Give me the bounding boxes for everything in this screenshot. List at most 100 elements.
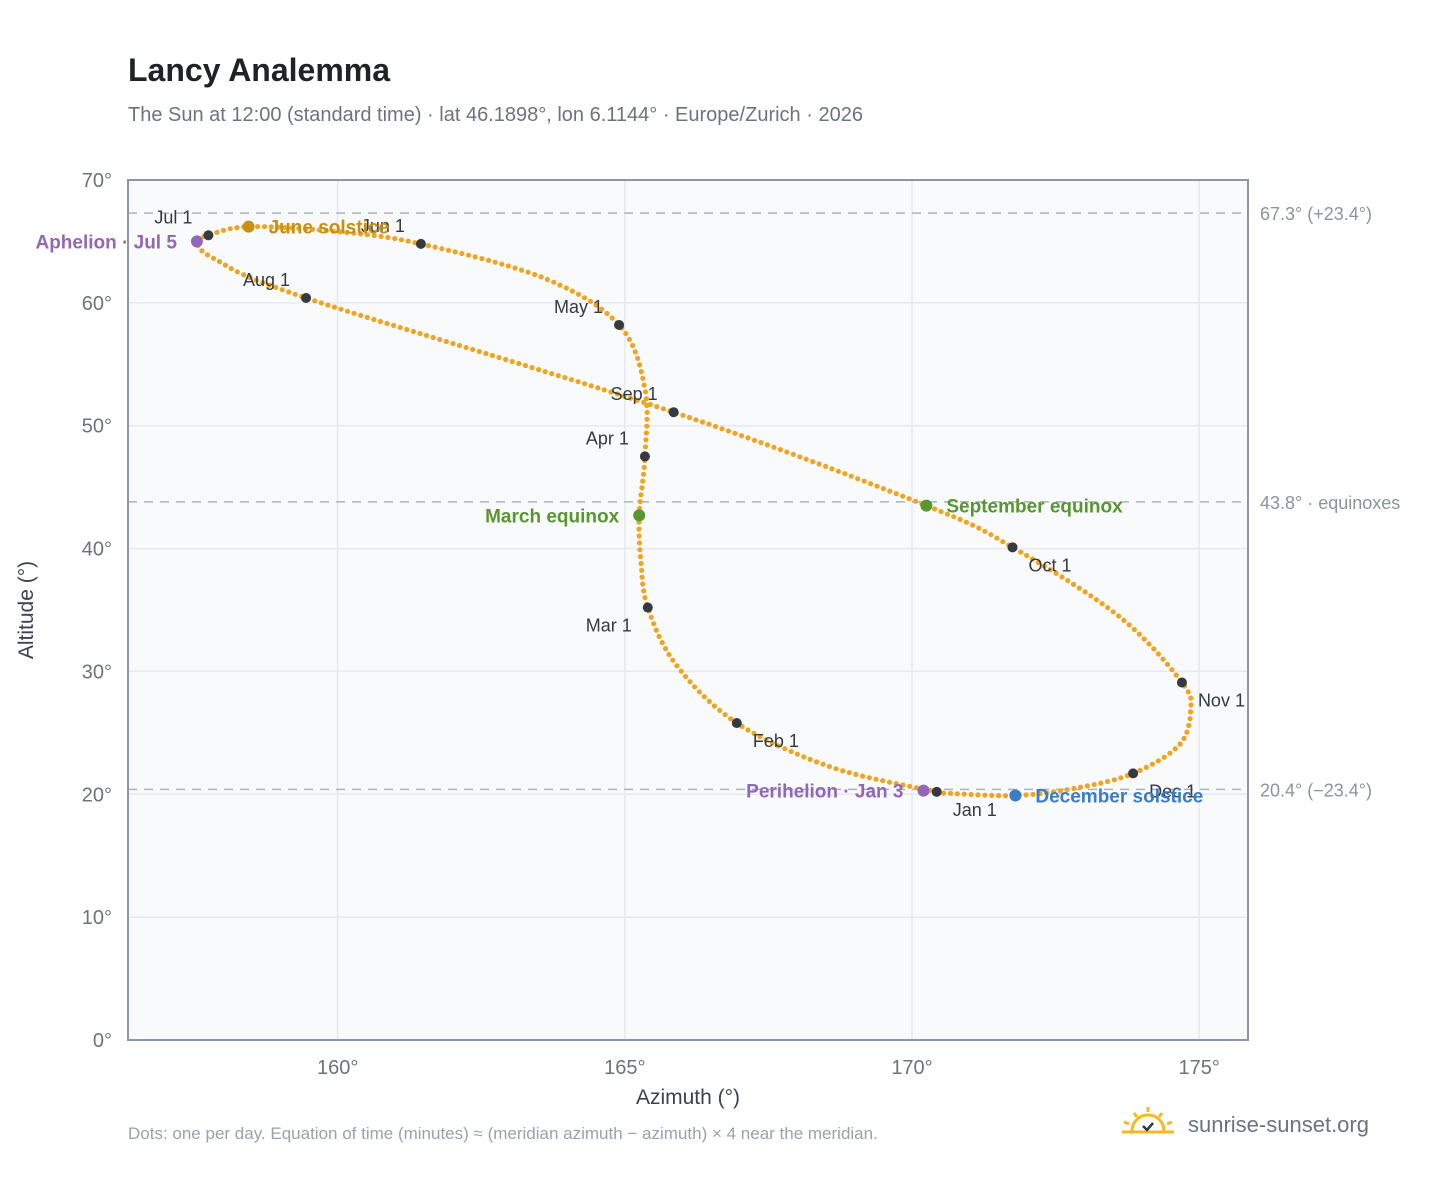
y-tick-label: 10° (82, 907, 112, 929)
daily-dot (1151, 646, 1157, 652)
month-marker (203, 230, 214, 241)
daily-dot (912, 498, 919, 504)
daily-dot (331, 304, 337, 310)
daily-dot (1076, 585, 1082, 591)
daily-dot (1091, 781, 1097, 788)
daily-dot (562, 375, 568, 381)
daily-dot (582, 381, 588, 387)
daily-dot (614, 391, 621, 397)
daily-dot (599, 306, 605, 312)
daily-dot (1110, 609, 1116, 615)
daily-dot (637, 499, 643, 505)
daily-dot (351, 230, 357, 236)
daily-dot (253, 277, 259, 283)
daily-dot (268, 224, 274, 230)
daily-dot (1064, 787, 1070, 793)
daily-dot (803, 456, 809, 462)
daily-dot (797, 454, 803, 460)
daily-dot (643, 396, 650, 402)
daily-dot (563, 285, 569, 291)
chart-subtitle: The Sun at 12:00 (standard time) · lat 4… (128, 104, 863, 126)
month-marker (931, 786, 942, 797)
daily-dot (1084, 783, 1090, 789)
daily-dot (522, 362, 529, 369)
daily-dot (989, 792, 995, 799)
daily-dot (636, 526, 642, 532)
daily-dot (855, 476, 861, 482)
month-label: Apr 1 (586, 428, 629, 448)
daily-dot (1181, 735, 1187, 742)
month-label: Feb 1 (753, 731, 799, 751)
daily-dot (601, 387, 607, 393)
daily-dot (654, 404, 660, 410)
daily-dot (722, 712, 728, 718)
brand-logo[interactable]: sunrise-sunset.org (1120, 1102, 1369, 1148)
key-point-marker (190, 235, 203, 248)
daily-dot (1053, 570, 1059, 576)
daily-dot (687, 679, 693, 685)
daily-dot (1164, 661, 1171, 668)
daily-dot (814, 759, 820, 765)
daily-dot (1177, 741, 1183, 747)
daily-dot (641, 588, 647, 594)
daily-dot (782, 746, 788, 752)
daily-dot (466, 252, 472, 258)
daily-dot (868, 481, 874, 487)
daily-dot (1186, 722, 1192, 729)
daily-dot (463, 344, 469, 351)
month-label: Oct 1 (1029, 555, 1072, 575)
daily-dot (648, 614, 654, 620)
daily-dot (686, 414, 693, 421)
daily-dot (445, 247, 452, 253)
daily-dot (1093, 597, 1099, 603)
daily-dot (549, 371, 555, 377)
daily-dot (593, 302, 599, 308)
daily-dot (880, 778, 886, 784)
daily-dot (456, 342, 463, 349)
daily-dot (404, 326, 410, 333)
daily-dot (1024, 552, 1030, 559)
daily-dot (680, 412, 686, 418)
daily-dot (489, 352, 495, 359)
x-tick-label: 165° (604, 1057, 645, 1079)
daily-dot (1105, 778, 1111, 785)
daily-dot (1185, 689, 1191, 695)
daily-dot (682, 673, 689, 680)
daily-dot (938, 508, 944, 515)
month-marker (614, 319, 625, 330)
daily-dot (609, 315, 615, 321)
daily-dot (476, 348, 482, 355)
daily-dot (963, 519, 970, 525)
daily-dot (330, 228, 336, 234)
daily-dot (642, 444, 649, 450)
daily-dot (719, 426, 725, 432)
daily-dot (696, 689, 703, 695)
plot-area (128, 180, 1248, 1040)
daily-dot (392, 236, 398, 242)
daily-dot (712, 423, 719, 430)
daily-dot (906, 496, 912, 502)
daily-dot (519, 267, 525, 273)
x-tick-label: 175° (1178, 1057, 1219, 1079)
daily-dot (887, 488, 893, 494)
daily-dot (443, 338, 449, 345)
daily-dot (1187, 716, 1193, 722)
daily-dot (880, 486, 887, 492)
daily-dot (1065, 578, 1071, 584)
daily-dot (479, 256, 485, 262)
y-tick-label: 30° (82, 661, 112, 683)
daily-dot (1167, 750, 1173, 756)
daily-dot (1126, 622, 1132, 628)
daily-dot (641, 399, 647, 405)
daily-dot (486, 257, 492, 263)
daily-dot (410, 328, 416, 335)
daily-dot (575, 379, 581, 385)
daily-dot (439, 246, 445, 252)
daily-dot (459, 250, 465, 257)
daily-dot (968, 791, 974, 798)
reference-line-label: 20.4° (−23.4°) (1260, 780, 1372, 800)
daily-dot (728, 716, 734, 722)
daily-dot (711, 703, 718, 709)
daily-dot (636, 540, 643, 546)
daily-dot (771, 444, 777, 450)
